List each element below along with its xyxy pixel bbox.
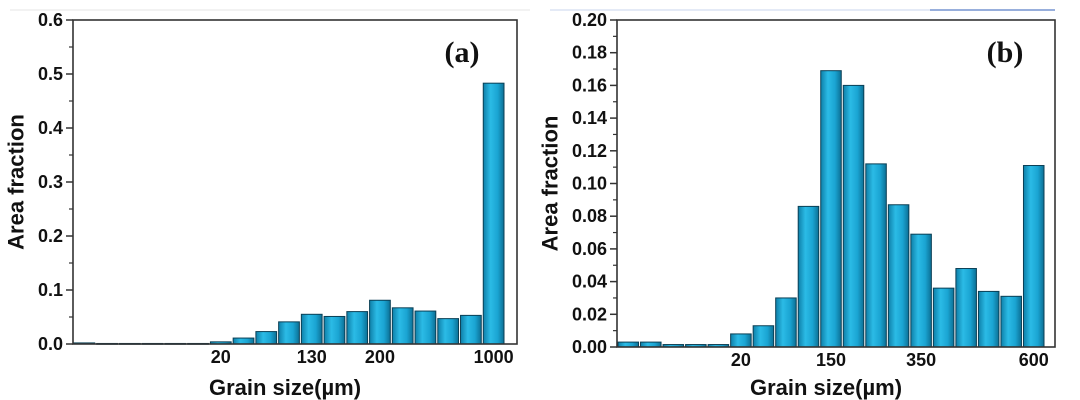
y-tick-label: 0.4 — [38, 118, 63, 138]
bar — [414, 310, 437, 345]
y-axis-label: Area fraction — [4, 114, 29, 250]
bar — [437, 318, 460, 345]
x-tick-label: 200 — [365, 347, 395, 367]
bar — [1022, 165, 1045, 348]
y-tick-label: 0.1 — [38, 280, 63, 300]
y-tick-label: 0.5 — [38, 64, 63, 84]
bar — [482, 82, 505, 345]
panel-label: (b) — [987, 36, 1024, 69]
bar — [278, 321, 300, 345]
chart-panel-b: 0.00 0.02 0.04 0.06 0.08 0.10 0.12 0.14 0.16 0.18… — [538, 10, 1056, 400]
y-tick-label: 0.20 — [572, 10, 607, 30]
y-tick-label: 0.12 — [572, 141, 607, 161]
bar — [775, 297, 797, 348]
y-tick-label: 0.06 — [572, 239, 607, 259]
y-tick-label: 0.18 — [572, 43, 607, 63]
x-axis-label: Grain size(µm) — [209, 375, 361, 400]
bar — [460, 314, 482, 345]
bar — [865, 163, 887, 348]
y-tick-label: 0.6 — [38, 10, 63, 30]
bar — [323, 315, 346, 345]
x-tick-label: 20 — [731, 350, 751, 370]
chart-panel-a: 0.0 0.1 0.2 0.3 0.4 0.5 0.6 20 130 200 1000 Grain s… — [4, 10, 518, 400]
bar — [955, 268, 977, 348]
x-tick-label: 150 — [816, 350, 846, 370]
bar — [1000, 295, 1022, 348]
y-tick-label: 0.3 — [38, 172, 63, 192]
y-tick-label: 0.02 — [572, 304, 607, 324]
bar — [842, 84, 865, 348]
y-tick-label: 0.2 — [38, 226, 63, 246]
bar — [255, 331, 278, 345]
bar — [910, 233, 932, 348]
panel-label: (a) — [445, 36, 480, 69]
x-axis-label: Grain size(µm) — [750, 375, 902, 400]
x-tick-label: 20 — [211, 347, 231, 367]
y-tick-label: 0.10 — [572, 174, 607, 194]
bar — [346, 311, 369, 345]
y-tick-label: 0.0 — [38, 334, 63, 354]
bar — [977, 290, 1000, 348]
bar — [300, 313, 323, 345]
y-tick-label: 0.04 — [572, 272, 607, 292]
bar — [932, 287, 955, 348]
bar — [730, 333, 752, 348]
x-tick-label: 350 — [906, 350, 936, 370]
bar — [369, 299, 391, 345]
bar — [887, 204, 910, 348]
y-tick-label: 0.14 — [572, 108, 607, 128]
bar — [797, 205, 820, 348]
y-tick-label: 0.08 — [572, 206, 607, 226]
x-tick-label: 130 — [297, 347, 327, 367]
bar — [232, 337, 255, 345]
y-axis-label: Area fraction — [538, 116, 563, 252]
x-tick-label: 1000 — [474, 347, 514, 367]
y-tick-label: 0.00 — [572, 337, 607, 357]
x-tick-label: 600 — [1019, 350, 1049, 370]
bar — [820, 70, 842, 348]
y-tick-label: 0.16 — [572, 75, 607, 95]
bar — [391, 307, 414, 345]
bar — [752, 325, 775, 348]
